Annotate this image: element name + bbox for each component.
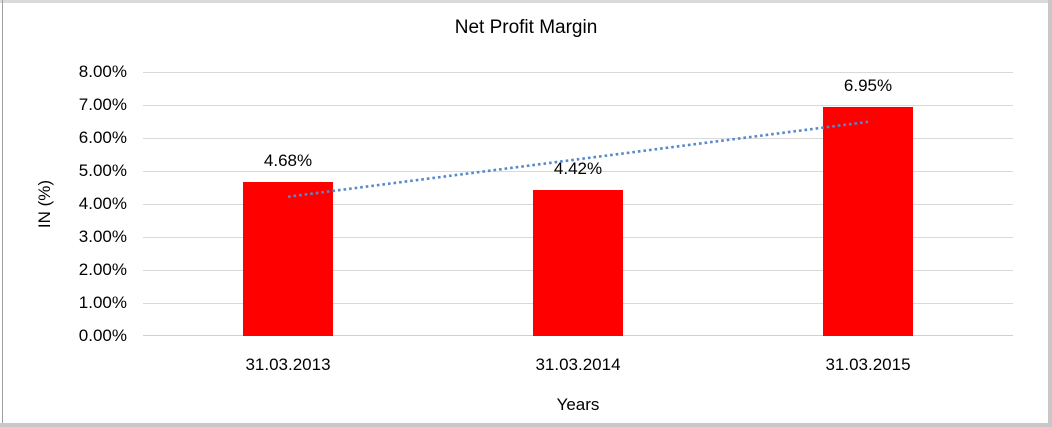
- chart-title: Net Profit Margin: [454, 17, 598, 38]
- trendline-dotted-line: [287, 120, 869, 199]
- x-axis-title: Years: [556, 395, 600, 414]
- y-axis-tick-labels: 0.00% 1.00% 2.00% 3.00% 4.00% 5.00% 6.00% 7.00%…: [35, 0, 127, 427]
- gridline: [143, 171, 1013, 172]
- trendline: [287, 120, 869, 199]
- x-axis-category-label: 31.03.2014: [535, 355, 621, 374]
- bar-31.03.2013: [243, 181, 333, 336]
- y-axis-tick-label: 1.00%: [78, 293, 127, 312]
- plot-area: 4.68% 4.42% 6.95%: [143, 72, 1013, 336]
- frame-top-border: [0, 0, 1052, 3]
- y-axis-tick-label: 3.00%: [78, 227, 127, 246]
- gridline: [143, 105, 1013, 106]
- frame-bottom-border: [0, 423, 1052, 427]
- y-axis-tick-label: 0.00%: [78, 326, 127, 345]
- gridline: [143, 138, 1013, 139]
- y-axis-tick-label: 7.00%: [78, 95, 127, 114]
- bar-data-label: 4.42%: [553, 159, 603, 179]
- bar-data-label: 4.68%: [263, 150, 313, 170]
- y-axis-tick-label: 5.00%: [78, 161, 127, 180]
- frame-left-border: [2, 0, 3, 427]
- y-axis-tick-label: 8.00%: [78, 62, 127, 81]
- gridline: [143, 72, 1013, 73]
- y-axis-tick-label: 6.00%: [78, 128, 127, 147]
- bar-data-label: 6.95%: [843, 75, 893, 95]
- bar-31.03.2015: [823, 106, 913, 336]
- y-axis-tick-label: 2.00%: [78, 260, 127, 279]
- x-axis-category-label: 31.03.2015: [825, 355, 911, 374]
- frame-right-border: [1048, 0, 1052, 427]
- y-axis-tick-label: 4.00%: [78, 194, 127, 213]
- x-axis-category-label: 31.03.2013: [245, 355, 331, 374]
- bar-31.03.2014: [533, 190, 623, 336]
